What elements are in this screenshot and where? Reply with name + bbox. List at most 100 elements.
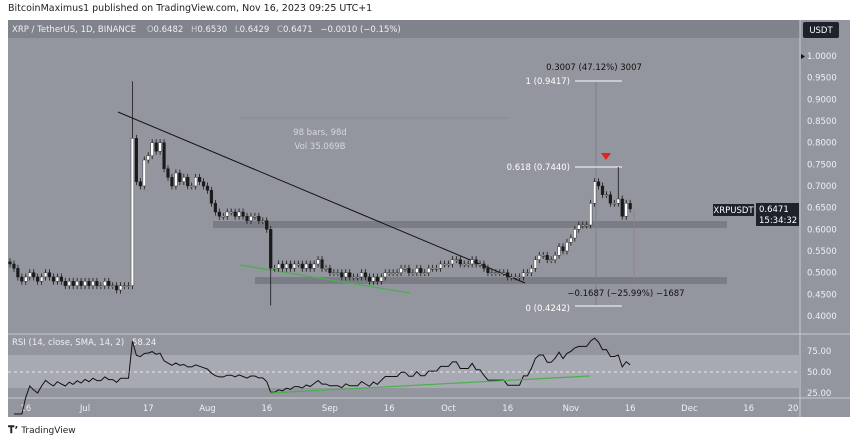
candle-body [217, 211, 221, 217]
last-price-tag [756, 203, 799, 226]
bar-countdown: 15:34:32 [759, 216, 797, 226]
legend-open-label: O [147, 25, 154, 35]
candle-body [411, 272, 415, 274]
candle-body [525, 272, 530, 274]
price-axis[interactable]: 1.0000 0.9500 0.9000 0.8500 0.8000 0.7500 0.70… [807, 52, 837, 322]
candle-body [221, 216, 225, 218]
candle-body [158, 142, 162, 152]
candle-body [324, 268, 328, 270]
candle-body [482, 263, 486, 269]
time-tick-label: 17 [143, 404, 154, 414]
candle-body [517, 276, 522, 279]
candle-body [466, 263, 470, 266]
candle-body [553, 255, 557, 260]
time-tick-label: Nov [563, 404, 580, 414]
candle-body [55, 276, 59, 282]
candle-body [573, 229, 577, 239]
candle-body [75, 281, 79, 286]
time-tick-label: 16 [384, 404, 395, 414]
legend-symbol: XRP / TetherUS, 1D, BINANCE [12, 25, 136, 35]
candle-body [87, 281, 91, 286]
candle-body [253, 216, 257, 218]
price-tick-label: 0.5500 [807, 247, 837, 257]
candle-body [146, 155, 150, 161]
candle-body [170, 177, 174, 187]
candle-body [427, 268, 431, 273]
time-tick-label: 16 [625, 404, 636, 414]
candle-body [186, 177, 190, 187]
candle-body [284, 263, 289, 269]
candle-body [40, 276, 44, 282]
legend-bar [8, 20, 800, 38]
rsi-green-trendline[interactable] [269, 375, 591, 394]
price-green-trendline[interactable] [239, 264, 411, 294]
candle-body [67, 281, 71, 286]
candle-body [545, 255, 549, 260]
price-tick-label: 0.9000 [807, 95, 837, 105]
candle-body [20, 276, 24, 282]
candle-body [213, 203, 217, 213]
measure-volume-label: Vol 35.069B [295, 142, 346, 152]
candle-body [593, 181, 597, 204]
candle-body [43, 272, 48, 278]
time-tick-label: Sep [322, 404, 338, 414]
candle-body [122, 285, 127, 287]
legend-close: 0.6471 [283, 25, 313, 35]
candle-body [273, 268, 277, 270]
measure-bars-label: 98 bars, 98d [293, 128, 347, 138]
candle-body [438, 263, 443, 269]
price-tick-label: 0.7000 [807, 182, 837, 192]
candle-body [269, 229, 273, 269]
rsi-value: 58.24 [132, 338, 156, 348]
candle-body [197, 177, 202, 182]
candle-body [620, 198, 624, 217]
candle-body [458, 259, 462, 265]
range-top-label: 0.3007 (47.12%) 3007 [546, 63, 642, 73]
candle-body [628, 203, 632, 210]
candle-body [423, 272, 427, 274]
publish-info: BitcoinMaximus1 published on TradingView… [8, 3, 373, 14]
candle-body [541, 255, 545, 257]
time-axis[interactable]: 16 Jul 17 Aug 16 Sep 16 Oct 16 Nov 16 Dec 16 20 [20, 404, 798, 414]
candle-body [359, 272, 364, 278]
candle-body [16, 268, 20, 278]
candle-body [348, 272, 352, 278]
candle-body [371, 276, 375, 282]
legend-low: 0.6429 [240, 25, 270, 35]
candle-body [95, 281, 99, 286]
candle-body [442, 263, 447, 266]
price-tick-label: 0.9500 [807, 74, 837, 84]
price-tick-label: 0.7500 [807, 160, 837, 170]
price-tick-label: 0.6000 [807, 225, 837, 235]
price-tick-label: 0.6500 [807, 204, 837, 214]
candle-body [304, 263, 308, 269]
price-tick-label: 0.4500 [807, 290, 837, 300]
candle-body [103, 281, 107, 286]
candle-body [288, 263, 293, 269]
candle-body [498, 272, 502, 274]
candle-body [47, 272, 52, 278]
candle-body [150, 142, 154, 156]
last-price: 0.6471 [759, 205, 789, 215]
candle-body [59, 276, 63, 282]
rsi-tick: 50.00 [807, 368, 831, 378]
candle-body [399, 268, 403, 273]
chart-background [8, 20, 850, 417]
time-tick-label: 16 [20, 404, 31, 414]
footer-brand[interactable]: 𝐓’ TradingView [8, 425, 76, 436]
candle-body [557, 246, 561, 256]
candle-body [261, 220, 265, 222]
candle-body [608, 194, 612, 204]
candle-body [174, 172, 178, 187]
candle-body [178, 172, 182, 182]
legend-high: 0.6530 [197, 25, 227, 35]
candle-body [257, 216, 261, 221]
descending-trendline[interactable] [117, 111, 526, 284]
legend-low-label: L [235, 25, 240, 35]
time-tick-label: Dec [681, 404, 698, 414]
currency-button[interactable] [803, 22, 839, 38]
candle-body [233, 211, 237, 217]
candle-body [589, 203, 593, 226]
candle-body [521, 272, 526, 278]
